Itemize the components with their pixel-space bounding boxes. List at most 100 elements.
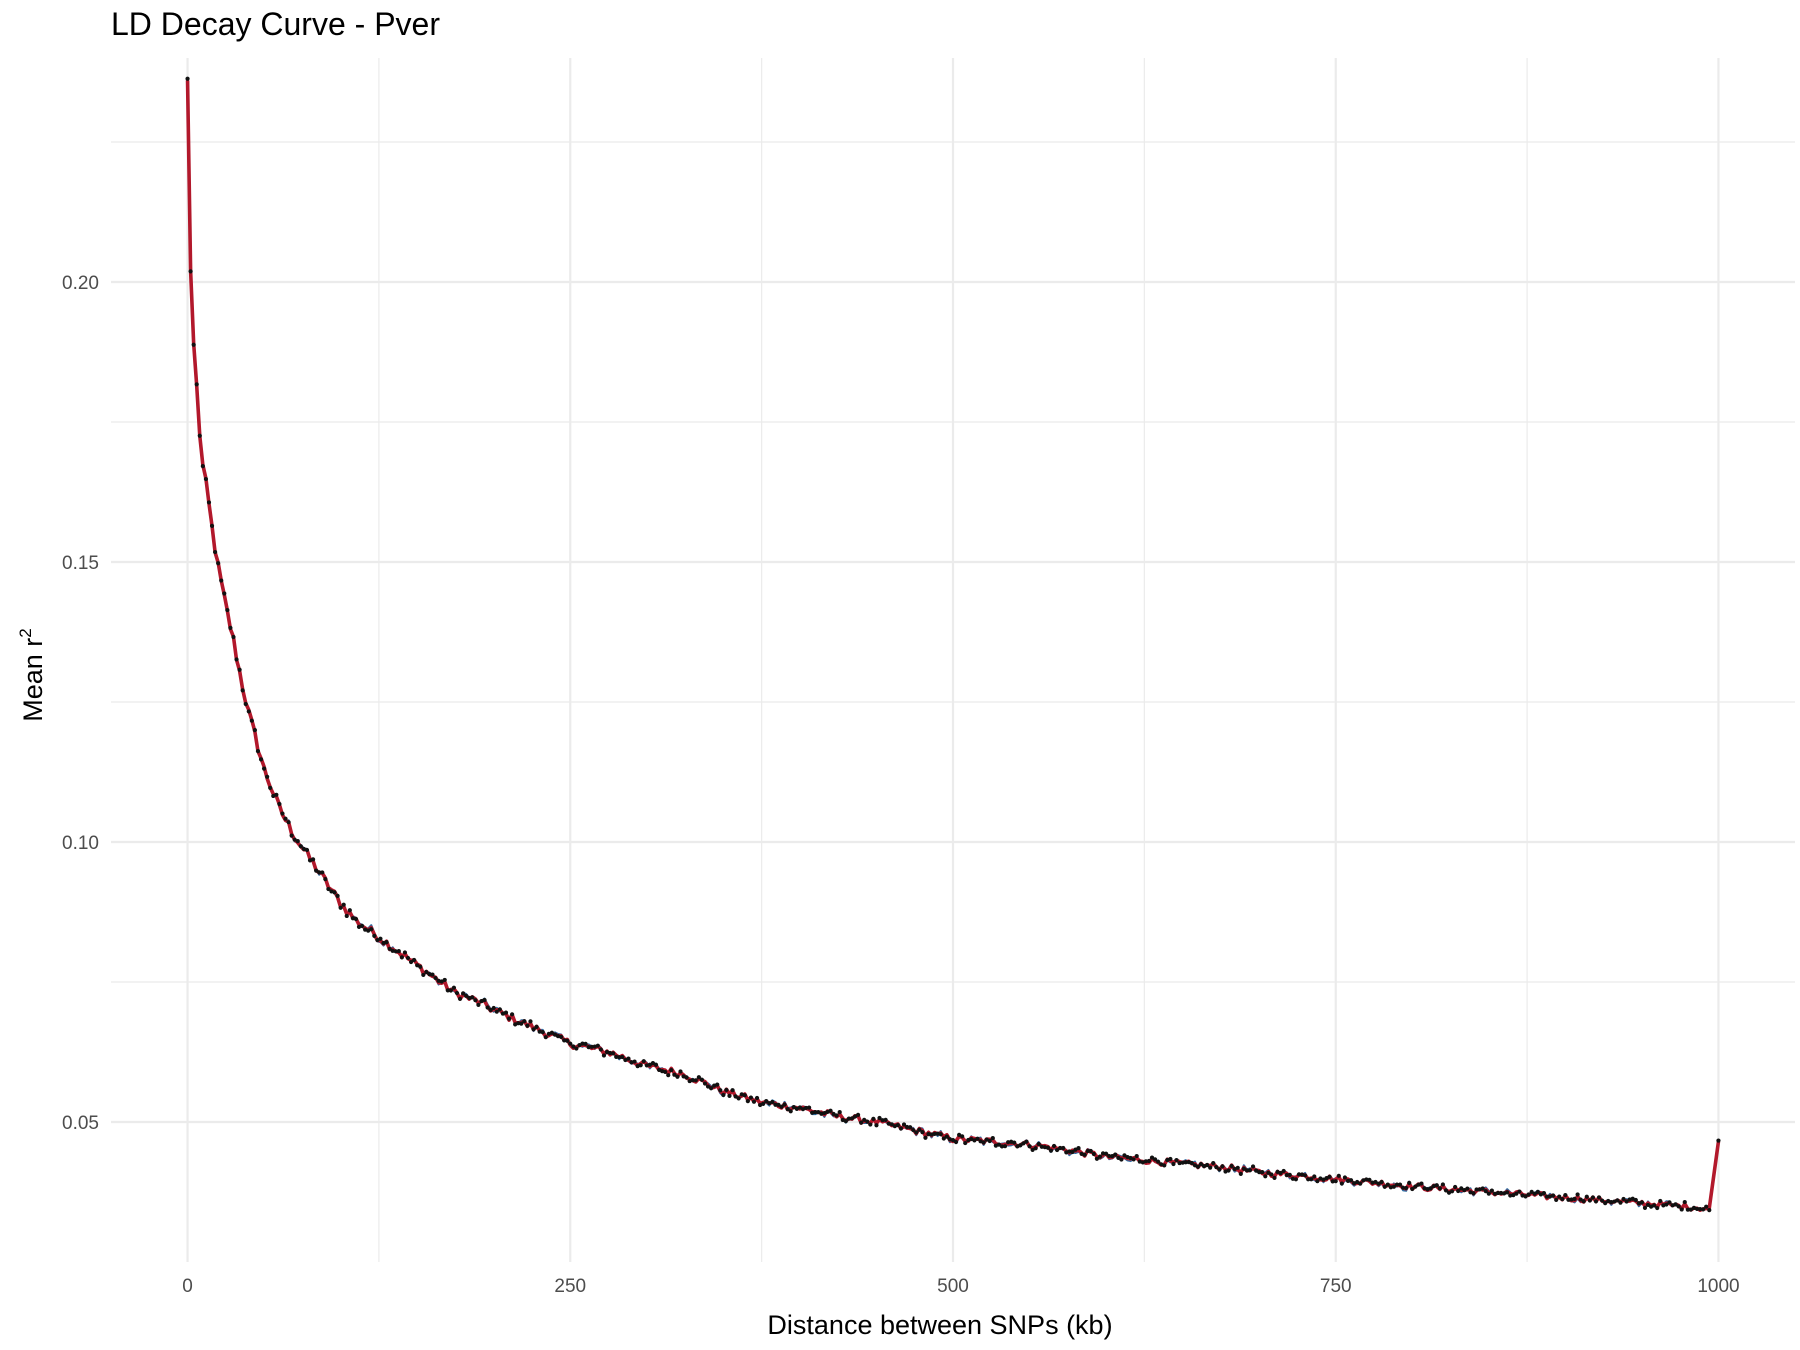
data-point: [1603, 1201, 1608, 1206]
data-point: [249, 718, 254, 723]
data-point: [304, 847, 310, 853]
data-point: [1244, 1168, 1250, 1173]
data-point: [213, 549, 218, 555]
data-point: [874, 1123, 879, 1128]
data-point: [369, 927, 374, 932]
y-axis-title-superscript: 2: [16, 628, 35, 637]
data-point: [1315, 1179, 1320, 1184]
data-point: [399, 955, 404, 960]
data-point: [1456, 1188, 1461, 1194]
data-point: [834, 1113, 839, 1118]
data-point: [972, 1138, 977, 1143]
data-point: [268, 785, 273, 791]
data-point: [280, 811, 285, 816]
data-point: [932, 1131, 937, 1136]
data-point: [1284, 1173, 1289, 1178]
data-point: [1407, 1180, 1412, 1185]
data-point: [1006, 1140, 1011, 1145]
x-tick-label: 1000: [1697, 1276, 1739, 1297]
data-point: [620, 1054, 625, 1060]
data-point: [898, 1126, 904, 1131]
data-point: [326, 886, 331, 892]
data-point: [1560, 1196, 1565, 1202]
data-point: [1618, 1200, 1623, 1205]
data-point: [255, 748, 261, 754]
data-point: [494, 1009, 499, 1014]
data-point: [1624, 1199, 1629, 1204]
data-point: [1655, 1205, 1660, 1211]
data-point: [1593, 1199, 1599, 1204]
data-point: [568, 1041, 573, 1046]
data-point: [1330, 1179, 1335, 1184]
data-point: [491, 1005, 496, 1011]
data-point: [770, 1099, 775, 1105]
data-point: [589, 1044, 594, 1049]
data-point: [1489, 1188, 1494, 1193]
data-point: [1281, 1168, 1286, 1174]
data-point: [571, 1044, 576, 1049]
data-point: [543, 1035, 548, 1040]
data-point: [709, 1086, 714, 1091]
data-point: [525, 1023, 530, 1028]
data-point: [237, 667, 242, 672]
data-point: [277, 801, 282, 807]
data-point: [684, 1075, 689, 1080]
data-point: [1449, 1189, 1455, 1194]
data-point: [1465, 1186, 1470, 1191]
data-point: [950, 1137, 956, 1143]
data-point: [1581, 1199, 1586, 1204]
data-point: [528, 1019, 533, 1024]
data-point: [1177, 1160, 1182, 1166]
data-point: [408, 959, 414, 965]
data-point: [1382, 1184, 1387, 1189]
data-point: [1673, 1202, 1678, 1207]
data-point: [1517, 1189, 1522, 1194]
grid-lines: [111, 58, 1795, 1262]
data-point: [1682, 1199, 1687, 1205]
data-point: [1296, 1172, 1302, 1177]
data-point: [219, 578, 224, 583]
data-point: [871, 1116, 876, 1122]
data-point: [987, 1138, 992, 1144]
data-point: [445, 988, 450, 993]
data-point: [1119, 1157, 1124, 1162]
data-point: [696, 1075, 701, 1080]
data-point: [1082, 1152, 1087, 1157]
data-point: [981, 1140, 986, 1145]
data-point: [586, 1045, 591, 1050]
data-point: [718, 1088, 723, 1093]
data-point: [1639, 1200, 1645, 1205]
data-point: [393, 949, 398, 954]
data-point: [1676, 1204, 1681, 1209]
data-point: [669, 1067, 674, 1073]
data-point: [1514, 1191, 1519, 1196]
data-point: [748, 1095, 754, 1100]
data-point: [1716, 1138, 1721, 1143]
data-point: [1701, 1207, 1706, 1212]
data-point: [454, 990, 460, 996]
data-point: [1434, 1183, 1439, 1188]
data-point: [626, 1056, 631, 1061]
data-point: [1348, 1178, 1354, 1183]
data-point: [1103, 1151, 1109, 1156]
data-point: [485, 1005, 490, 1010]
data-point: [1400, 1185, 1406, 1190]
data-point: [1557, 1194, 1562, 1199]
data-point: [396, 949, 401, 954]
data-point: [1590, 1195, 1596, 1200]
data-point: [574, 1046, 579, 1051]
data-point: [265, 774, 270, 779]
data-point: [332, 890, 337, 895]
data-point: [1018, 1143, 1023, 1148]
data-point: [1342, 1175, 1348, 1180]
data-point: [1287, 1172, 1292, 1178]
data-point: [1642, 1205, 1648, 1210]
data-point: [583, 1041, 588, 1046]
data-point: [1272, 1175, 1277, 1180]
data-point: [482, 997, 487, 1003]
data-point: [216, 561, 221, 566]
data-point: [705, 1084, 711, 1089]
data-point: [785, 1106, 790, 1112]
data-point: [335, 893, 340, 899]
data-point: [421, 972, 426, 978]
